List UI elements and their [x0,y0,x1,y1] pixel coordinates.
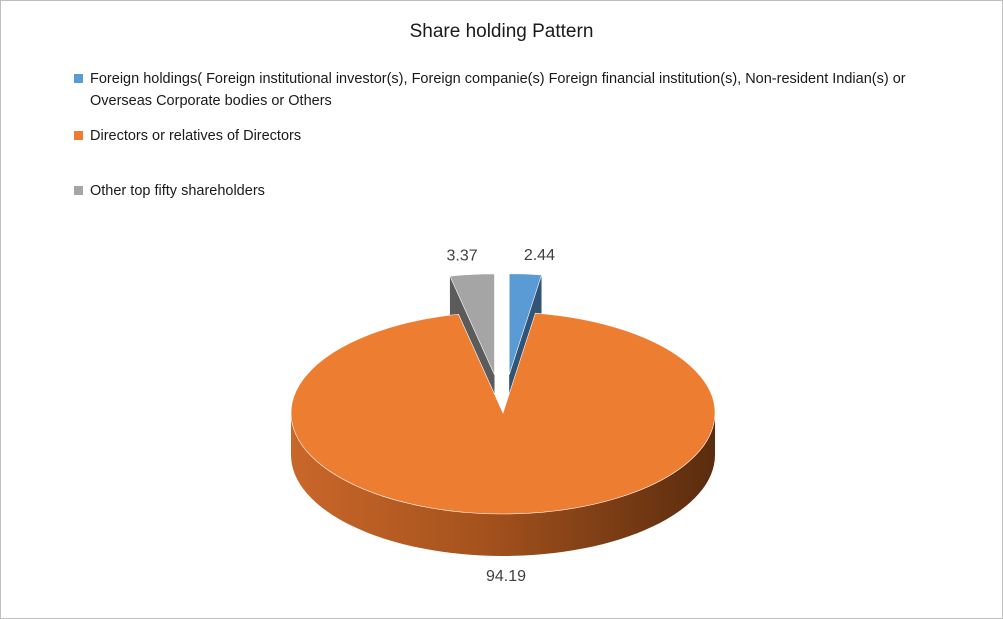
legend-swatch-other-top-fifty [74,186,83,195]
pie-side-directors [291,413,715,556]
data-label-directors: 94.19 [486,568,526,585]
chart-title: Share holding Pattern [409,21,594,42]
legend-item-directors: Directors or relatives of Directors [74,125,950,147]
pie-data-labels: 2.44 94.19 3.37 [447,247,556,585]
legend-item-foreign-holdings: Foreign holdings( Foreign institutional … [74,68,950,112]
pie-slice-foreign-holdings [508,273,542,375]
data-label-other-top-fifty: 3.37 [447,247,478,264]
data-label-foreign-holdings: 2.44 [524,247,555,264]
pie-slices [290,273,716,515]
legend-item-other-top-fifty: Other top fifty shareholders [74,180,950,202]
pie-slice-directors [290,312,716,515]
pie-slice-other-top-fifty [449,273,495,375]
legend-swatch-directors [74,131,83,140]
legend-swatch-foreign-holdings [74,74,83,83]
legend-label-foreign-holdings: Foreign holdings( Foreign institutional … [90,71,906,109]
legend-label-other-top-fifty: Other top fifty shareholders [90,183,265,199]
legend-label-directors: Directors or relatives of Directors [90,128,302,144]
